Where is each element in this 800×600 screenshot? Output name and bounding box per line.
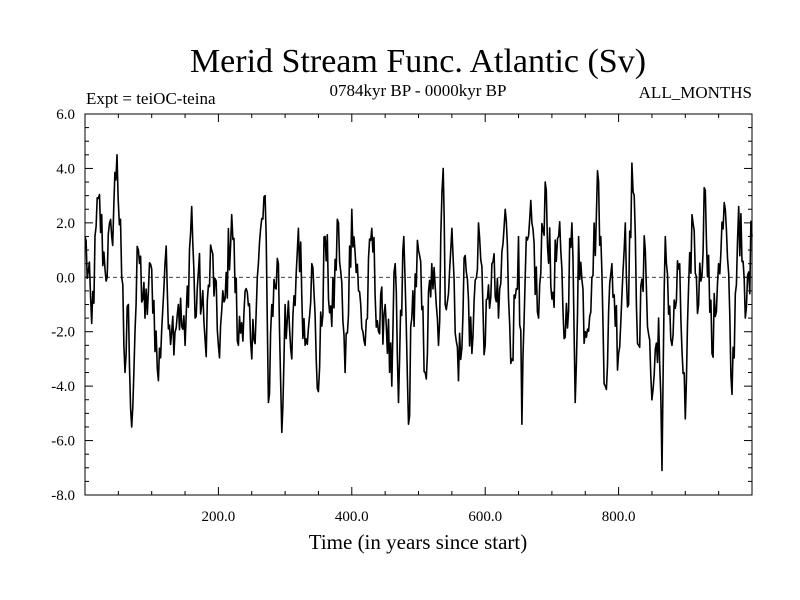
x-tick-label: 200.0 bbox=[202, 509, 236, 525]
x-tick-label: 800.0 bbox=[602, 509, 636, 525]
plot-area: -8.0 -6.0 -4.0 -2.0 0.0 2.0 4.0 6.0 200.0 400.0 60… bbox=[51, 107, 753, 525]
experiment-label: Expt = teiOC-teina bbox=[86, 89, 216, 108]
y-tick-label: 6.0 bbox=[56, 107, 75, 123]
months-label: ALL_MONTHS bbox=[639, 83, 752, 102]
y-tick-label: -4.0 bbox=[51, 379, 75, 395]
time-range-label: 0784kyr BP - 0000kyr BP bbox=[330, 81, 507, 100]
y-tick-label: 2.0 bbox=[56, 216, 75, 232]
y-tick-label: -6.0 bbox=[51, 434, 75, 450]
plot-frame bbox=[84, 113, 753, 496]
y-tick-label: 0.0 bbox=[56, 270, 75, 286]
series-line bbox=[84, 154, 753, 472]
y-tick-label: -2.0 bbox=[51, 325, 75, 341]
chart-title: Merid Stream Func. Atlantic (Sv) bbox=[190, 43, 646, 80]
y-tick-label: 4.0 bbox=[56, 161, 75, 177]
x-axis-label: Time (in years since start) bbox=[309, 530, 528, 554]
x-tick-label: 400.0 bbox=[335, 509, 369, 525]
y-tick-label: -8.0 bbox=[51, 488, 75, 504]
x-tick-label: 600.0 bbox=[468, 509, 502, 525]
